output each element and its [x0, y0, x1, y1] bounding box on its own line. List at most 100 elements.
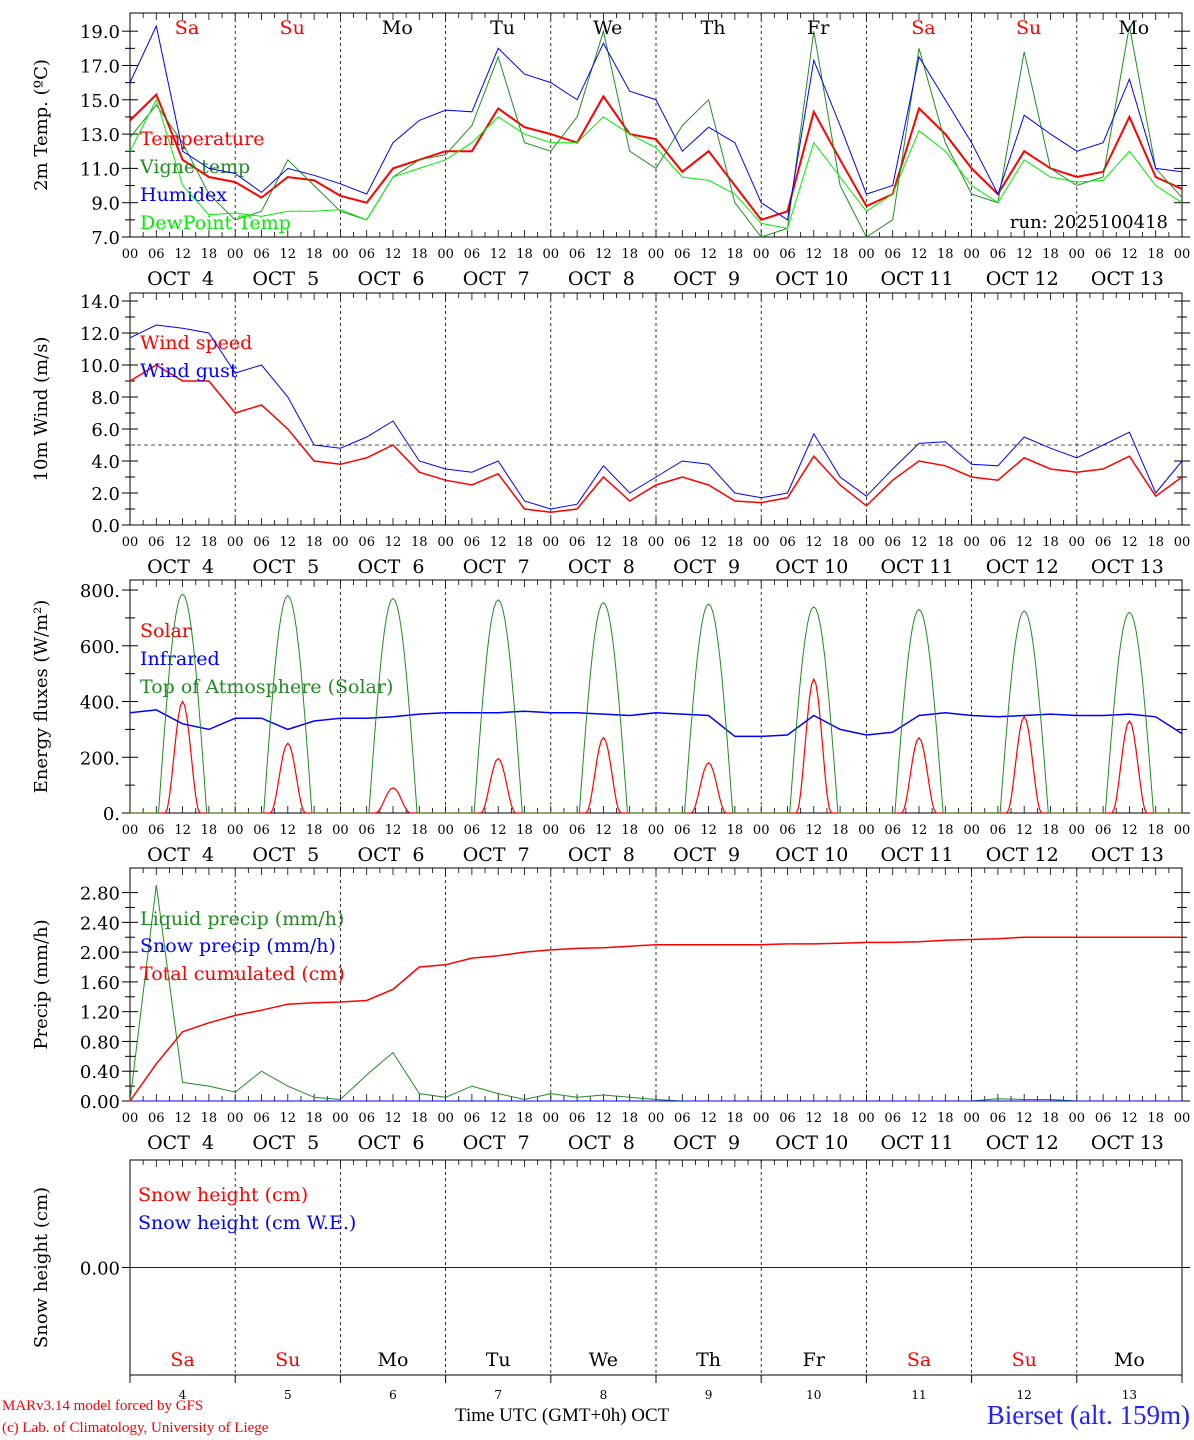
day-number: 8 — [600, 1388, 608, 1402]
hour-label: 12 — [806, 1111, 823, 1126]
legend-entry: Humidex — [140, 184, 227, 206]
hour-label: 06 — [148, 535, 165, 550]
day-name: Fr — [803, 1349, 826, 1371]
hour-label: 06 — [884, 535, 901, 550]
date-label: OCT 9 — [673, 844, 740, 866]
hour-label: 00 — [437, 535, 454, 550]
time-axis-label: Time UTC (GMT+0h) OCT — [455, 1405, 670, 1426]
hour-label: 12 — [174, 535, 191, 550]
day-name: Th — [701, 17, 726, 39]
day-name: Fr — [807, 17, 830, 39]
hour-label: 00 — [1174, 535, 1191, 550]
day-number: 7 — [494, 1388, 502, 1402]
hour-label: 12 — [1121, 535, 1138, 550]
date-label: OCT 9 — [673, 268, 740, 290]
y-tick-label: 14.0 — [80, 292, 120, 313]
hour-label: 06 — [884, 1111, 901, 1126]
legend-entry: Vigne temp — [139, 156, 250, 178]
hour-label: 12 — [1016, 823, 1033, 838]
hour-label: 06 — [990, 247, 1007, 262]
hour-label: 12 — [700, 247, 717, 262]
hour-label: 12 — [700, 1111, 717, 1126]
date-label: OCT 7 — [463, 844, 530, 866]
legend-entry: DewPoint Temp — [140, 212, 291, 234]
hour-label: 18 — [411, 535, 428, 550]
hour-label: 12 — [1016, 1111, 1033, 1126]
date-label: OCT 7 — [463, 1132, 530, 1154]
y-tick-label: 0.00 — [80, 1259, 120, 1280]
day-name: Sa — [907, 1349, 931, 1371]
hour-label: 18 — [937, 247, 954, 262]
y-tick-label: 15.0 — [80, 91, 120, 112]
hour-label: 00 — [1174, 247, 1191, 262]
legend-entry: Solar — [140, 620, 192, 642]
day-name: We — [589, 1349, 618, 1371]
y-tick-label: 600. — [80, 637, 120, 658]
hour-label: 00 — [648, 1111, 665, 1126]
hour-label: 06 — [674, 247, 691, 262]
date-label: OCT 7 — [463, 268, 530, 290]
run-label: run: 2025100418 — [1010, 212, 1168, 233]
y-tick-label: 6.0 — [91, 420, 120, 441]
legend-entry: Top of Atmosphere (Solar) — [140, 676, 393, 698]
day-name: Th — [696, 1349, 721, 1371]
hour-label: 00 — [227, 535, 244, 550]
hour-label: 00 — [753, 1111, 770, 1126]
hour-label: 00 — [227, 823, 244, 838]
hour-label: 06 — [148, 1111, 165, 1126]
hour-label: 18 — [201, 823, 218, 838]
hour-label: 12 — [1121, 823, 1138, 838]
hour-label: 00 — [332, 535, 349, 550]
hour-label: 06 — [464, 1111, 481, 1126]
date-label: OCT 8 — [568, 844, 635, 866]
date-label: OCT 9 — [673, 556, 740, 578]
hour-label: 12 — [1121, 247, 1138, 262]
day-name: Tu — [486, 1349, 511, 1371]
hour-label: 00 — [122, 1111, 139, 1126]
y-tick-label: 800. — [80, 581, 120, 602]
hour-label: 00 — [1174, 823, 1191, 838]
date-label: OCT 12 — [986, 1132, 1059, 1154]
hour-label: 00 — [858, 535, 875, 550]
day-name: Sa — [170, 1349, 194, 1371]
hour-label: 18 — [516, 535, 533, 550]
hour-label: 18 — [1042, 535, 1059, 550]
hour-label: 00 — [332, 823, 349, 838]
hour-label: 00 — [227, 1111, 244, 1126]
hour-label: 12 — [1016, 247, 1033, 262]
hour-label: 12 — [1016, 535, 1033, 550]
day-name: Mo — [1118, 17, 1149, 39]
y-tick-label: 2.00 — [80, 943, 120, 964]
y-tick-label: 0.00 — [80, 1092, 120, 1113]
y-tick-label: 17.0 — [80, 56, 120, 77]
hour-label: 12 — [595, 1111, 612, 1126]
date-label: OCT 10 — [775, 268, 848, 290]
hour-label: 00 — [1069, 823, 1086, 838]
hour-label: 00 — [437, 823, 454, 838]
hour-label: 18 — [727, 823, 744, 838]
date-label: OCT 6 — [358, 844, 425, 866]
hour-label: 06 — [990, 823, 1007, 838]
date-label: OCT 11 — [880, 844, 953, 866]
hour-label: 06 — [990, 1111, 1007, 1126]
hour-label: 00 — [753, 535, 770, 550]
hour-label: 18 — [516, 1111, 533, 1126]
day-number: 10 — [806, 1388, 821, 1402]
hour-label: 12 — [490, 823, 507, 838]
hour-label: 18 — [832, 535, 849, 550]
y-tick-label: 12.0 — [80, 324, 120, 345]
y-tick-label: 200. — [80, 748, 120, 769]
hour-label: 18 — [411, 1111, 428, 1126]
hour-label: 06 — [358, 535, 375, 550]
date-label: OCT 11 — [880, 1132, 953, 1154]
date-label: OCT 10 — [775, 556, 848, 578]
date-label: OCT 6 — [358, 556, 425, 578]
hour-label: 06 — [253, 535, 270, 550]
hour-label: 18 — [201, 247, 218, 262]
hour-label: 12 — [385, 247, 402, 262]
y-tick-label: 7.0 — [91, 228, 120, 249]
hour-label: 18 — [306, 247, 323, 262]
day-name: Mo — [382, 17, 413, 39]
y-tick-label: 2.80 — [80, 884, 120, 905]
